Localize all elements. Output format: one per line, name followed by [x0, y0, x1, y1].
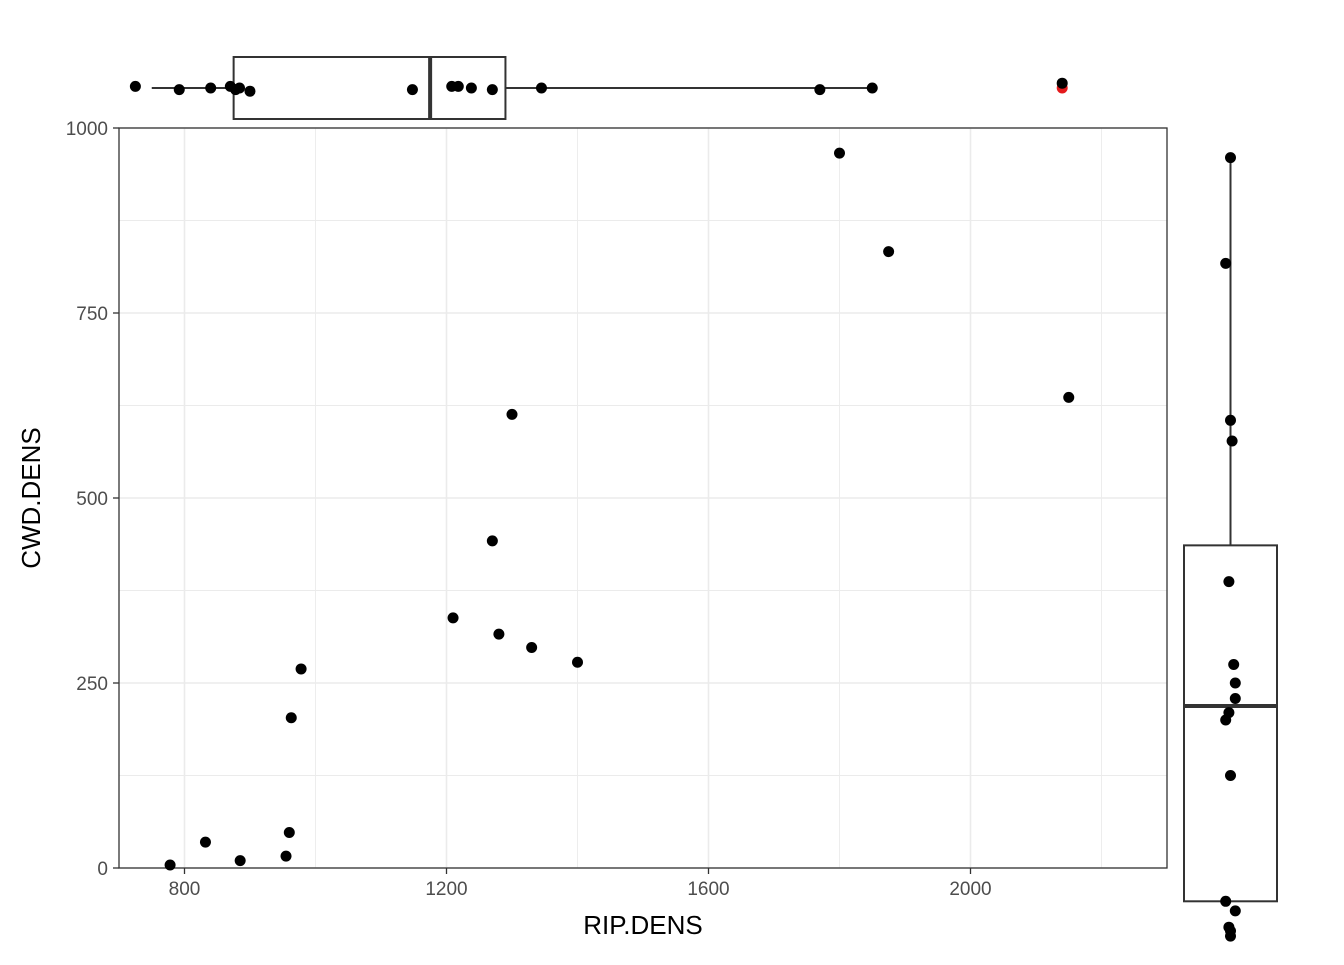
x-tick-label: 1600 — [687, 879, 729, 900]
x-box — [232, 56, 507, 120]
x-jitter-point — [866, 82, 878, 94]
y-tick-label: 1000 — [66, 119, 108, 140]
data-point — [234, 855, 246, 867]
y-axis-title: CWD.DENS — [16, 427, 46, 569]
y-tick-label: 500 — [76, 489, 108, 510]
x-marginal-boxplot — [129, 56, 1068, 120]
y-jitter-point — [1225, 930, 1236, 942]
x-tick-label: 2000 — [949, 879, 991, 900]
x-tick-label: 800 — [169, 879, 201, 900]
x-axis-title: RIP.DENS — [583, 910, 702, 940]
x-jitter-point — [814, 84, 826, 96]
axes: 800 1200 1600 2000 0 250 500 750 1000 — [66, 119, 992, 900]
data-point — [883, 246, 895, 258]
x-jitter-point — [244, 85, 256, 97]
data-point — [1063, 391, 1075, 403]
x-jitter-point — [129, 80, 141, 92]
y-jitter-point — [1225, 414, 1236, 426]
data-point — [486, 535, 498, 547]
data-point — [164, 859, 176, 871]
x-jitter-point — [234, 82, 246, 94]
y-jitter-point — [1229, 905, 1241, 917]
y-jitter-point — [1229, 693, 1241, 705]
data-point — [526, 641, 538, 653]
y-tick-label: 0 — [97, 859, 108, 880]
y-jitter-point — [1226, 435, 1238, 447]
y-tick-label: 750 — [76, 304, 108, 325]
y-tick-label: 250 — [76, 674, 108, 695]
x-jitter-point — [173, 84, 185, 96]
x-jitter-point — [452, 80, 464, 92]
y-jitter-point — [1220, 895, 1232, 907]
y-jitter-point — [1220, 257, 1232, 269]
x-jitter-point — [1056, 77, 1068, 89]
y-jitter-point — [1223, 576, 1235, 588]
data-point — [295, 663, 307, 675]
data-point — [280, 850, 292, 862]
data-point — [199, 836, 211, 848]
y-marginal-boxplot — [1183, 152, 1278, 942]
data-point — [285, 712, 297, 724]
data-point — [493, 628, 505, 640]
data-point — [447, 612, 459, 624]
x-jitter-point — [406, 84, 418, 96]
x-jitter-point — [205, 82, 217, 94]
x-jitter-point — [465, 82, 477, 94]
y-box — [1183, 544, 1278, 903]
x-jitter-point — [486, 84, 498, 96]
scatter-points — [164, 147, 1075, 871]
y-jitter-point — [1228, 659, 1240, 670]
data-point — [572, 656, 583, 668]
x-tick-label: 1200 — [425, 879, 467, 900]
data-point — [506, 408, 518, 420]
data-point — [283, 826, 295, 838]
y-jitter-point — [1220, 714, 1232, 726]
y-jitter-point — [1225, 770, 1236, 781]
x-jitter-point — [535, 82, 547, 94]
y-jitter-point — [1229, 677, 1241, 689]
y-jitter-point — [1225, 152, 1236, 164]
data-point — [834, 147, 845, 159]
